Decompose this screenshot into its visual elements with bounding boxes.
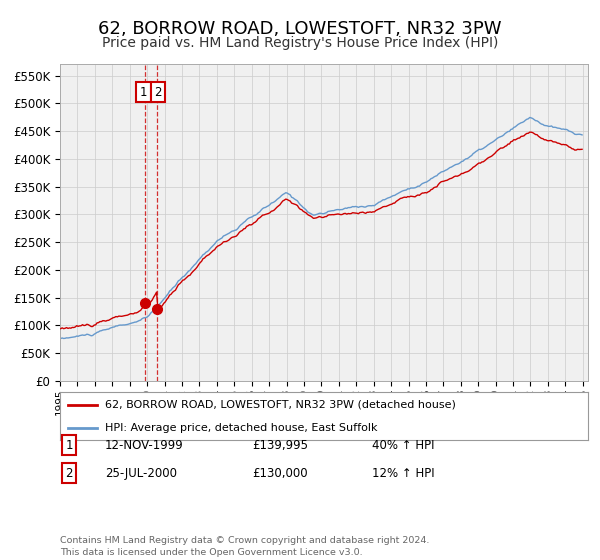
Text: 62, BORROW ROAD, LOWESTOFT, NR32 3PW: 62, BORROW ROAD, LOWESTOFT, NR32 3PW: [98, 20, 502, 38]
Text: 1: 1: [140, 86, 147, 99]
Text: £139,995: £139,995: [252, 438, 308, 452]
Text: 62, BORROW ROAD, LOWESTOFT, NR32 3PW (detached house): 62, BORROW ROAD, LOWESTOFT, NR32 3PW (de…: [105, 400, 456, 410]
Text: 2: 2: [65, 466, 73, 480]
Text: 40% ↑ HPI: 40% ↑ HPI: [372, 438, 434, 452]
Text: £130,000: £130,000: [252, 466, 308, 480]
Text: HPI: Average price, detached house, East Suffolk: HPI: Average price, detached house, East…: [105, 423, 377, 433]
Text: 12-NOV-1999: 12-NOV-1999: [105, 438, 184, 452]
Text: 12% ↑ HPI: 12% ↑ HPI: [372, 466, 434, 480]
Text: Contains HM Land Registry data © Crown copyright and database right 2024.
This d: Contains HM Land Registry data © Crown c…: [60, 536, 430, 557]
Text: 1: 1: [65, 438, 73, 452]
Text: 25-JUL-2000: 25-JUL-2000: [105, 466, 177, 480]
Text: 2: 2: [155, 86, 162, 99]
Text: Price paid vs. HM Land Registry's House Price Index (HPI): Price paid vs. HM Land Registry's House …: [102, 36, 498, 50]
